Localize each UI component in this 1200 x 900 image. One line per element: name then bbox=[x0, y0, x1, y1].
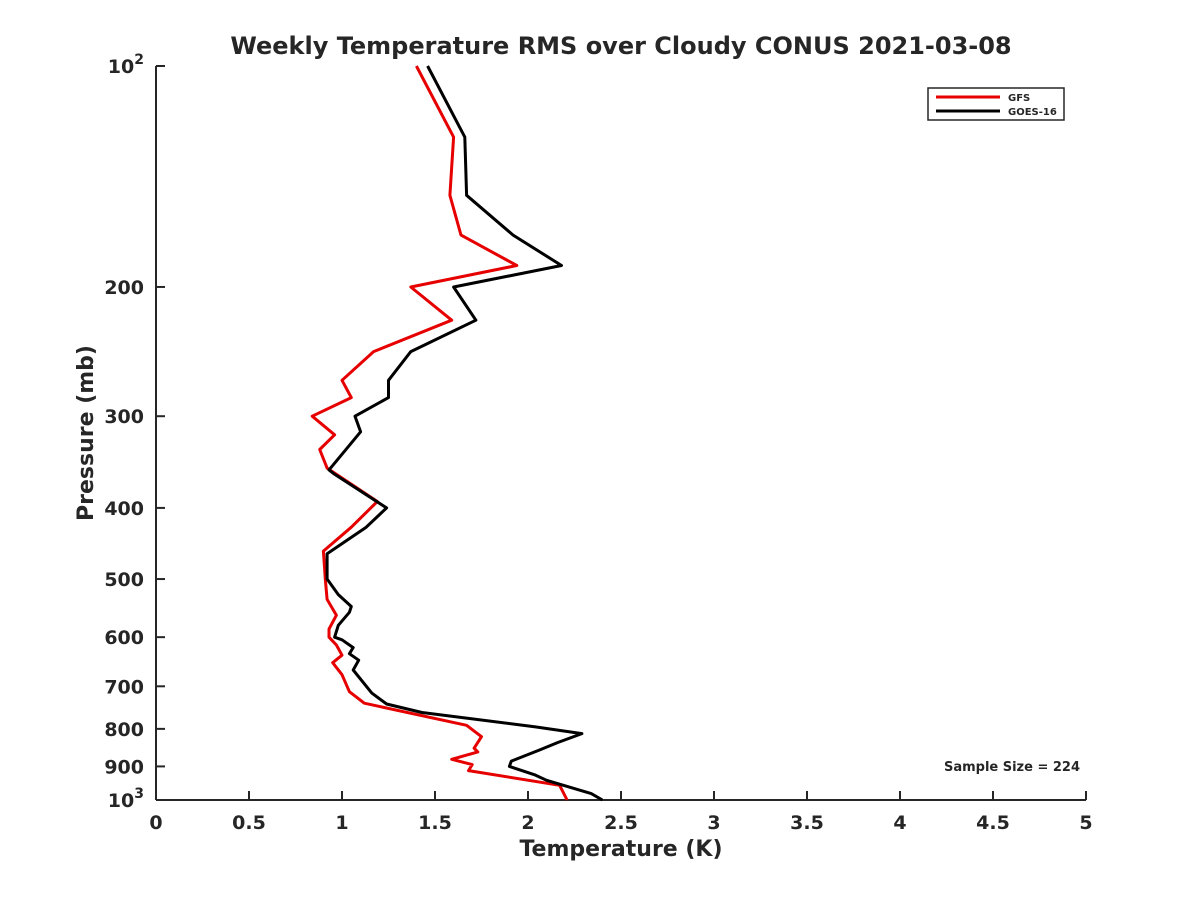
y-tick-label: 800 bbox=[104, 719, 144, 741]
y-axis-label: Pressure (mb) bbox=[74, 345, 99, 521]
y-tick-label: 600 bbox=[104, 627, 144, 649]
x-tick-label: 1 bbox=[335, 812, 348, 834]
y-tick-label: 200 bbox=[104, 277, 144, 299]
plot-area: 0 0.5 1 1.5 2 2.5 3 3.5 4 4.5 5 102 200 300 400 500 600 7… bbox=[104, 52, 1092, 834]
x-tick-label: 4.5 bbox=[976, 812, 1010, 834]
y-tick-label: 103 bbox=[108, 786, 144, 812]
legend-box bbox=[927, 87, 1065, 121]
y-tick-label: 700 bbox=[104, 676, 144, 698]
chart-title: Weekly Temperature RMS over Cloudy CONUS… bbox=[230, 32, 1011, 60]
x-tick-label: 3 bbox=[707, 812, 720, 834]
x-tick-label: 4 bbox=[893, 812, 906, 834]
legend: GFS GOES-16 bbox=[927, 87, 1065, 121]
y-tick-label: 900 bbox=[104, 756, 144, 778]
x-tick-label: 2.5 bbox=[604, 812, 638, 834]
x-tick-label: 3.5 bbox=[790, 812, 824, 834]
y-tick-label: 500 bbox=[104, 569, 144, 591]
series-line-gfs bbox=[310, 65, 569, 801]
legend-label-gfs: GFS bbox=[1008, 93, 1030, 104]
x-tick-label: 0 bbox=[149, 812, 162, 834]
x-tick-label: 1.5 bbox=[418, 812, 452, 834]
y-tick-label: 300 bbox=[104, 406, 144, 428]
x-tick-label: 0.5 bbox=[232, 812, 266, 834]
x-axis-label: Temperature (K) bbox=[519, 837, 722, 862]
x-tick-label: 5 bbox=[1079, 812, 1092, 834]
series-line-goes-16 bbox=[325, 65, 604, 802]
x-tick-label: 2 bbox=[521, 812, 534, 834]
y-tick-label: 400 bbox=[104, 498, 144, 520]
sample-size-annotation: Sample Size = 224 bbox=[944, 760, 1080, 775]
legend-label-goes-16: GOES-16 bbox=[1008, 107, 1057, 118]
y-tick-label: 102 bbox=[108, 52, 144, 78]
